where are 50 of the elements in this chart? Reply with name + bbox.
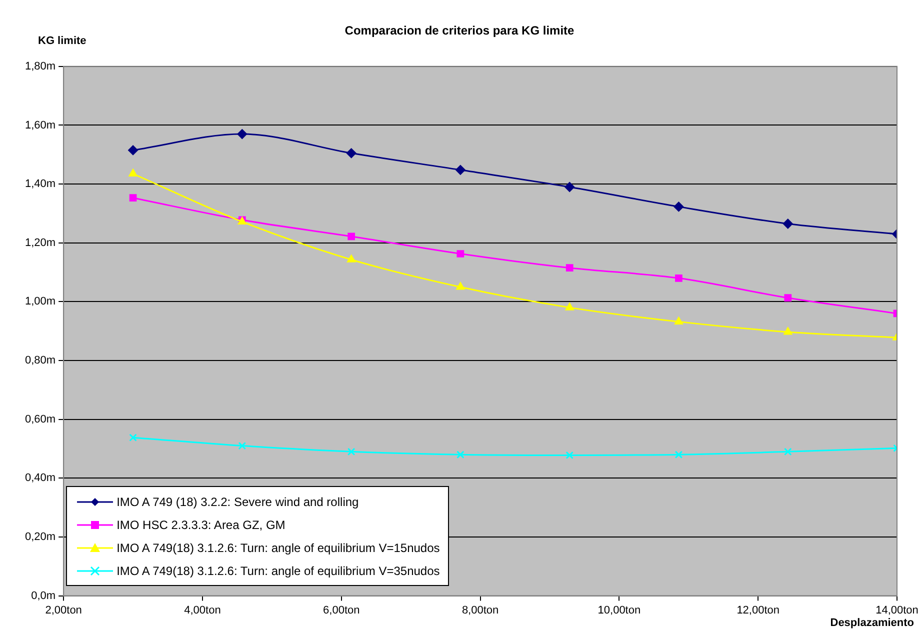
point (675, 274, 682, 282)
point (674, 450, 683, 459)
y-tick-label: 0,60m (24, 413, 56, 426)
legend-label: IMO A 749(18) 3.1.2.6: Turn: angle of equilibrium V=35nudos (116, 564, 440, 578)
point (346, 148, 356, 158)
point (782, 218, 793, 229)
point (456, 282, 465, 290)
y-tick-label: 0,40m (24, 472, 56, 484)
chart-title: Comparacion de criterios para KG limite (344, 24, 575, 38)
legend-label: IMO A 749(18) 3.1.2.6: Turn: angle of equilibrium V=15nudos (116, 541, 440, 556)
point (455, 164, 466, 175)
point (128, 145, 138, 156)
x-axis-title: Desplazamiento (830, 617, 914, 629)
point (346, 254, 356, 262)
y-tick-label: 1,60m (24, 119, 56, 132)
x-tick-label: 8,00ton (462, 604, 499, 616)
point (456, 450, 464, 459)
point (129, 194, 137, 202)
point (674, 202, 684, 212)
x-tick-label: 12,00ton (736, 604, 780, 616)
y-tick-label: 1,20m (24, 236, 56, 249)
y-tick-label: 1,00m (24, 296, 56, 308)
x-tick-label: 4,00ton (184, 604, 221, 616)
y-tick-label: 0,0m (31, 590, 56, 602)
point (237, 129, 248, 140)
x-tick-label: 10,00ton (598, 604, 641, 616)
legend-label: IMO HSC 2.3.3.3: Area GZ, GM (116, 518, 286, 532)
point (565, 302, 574, 310)
point (129, 434, 137, 442)
y-tick-label: 1,80m (24, 60, 56, 72)
point (348, 232, 355, 240)
point (238, 442, 246, 450)
point (784, 294, 792, 302)
x-tick-label: 14,00ton (876, 604, 918, 616)
y-tick-label: 1,40m (24, 178, 56, 190)
point (128, 168, 138, 176)
y-tick-label: 0,80m (24, 354, 56, 367)
y-tick-label: 0,20m (24, 531, 56, 544)
y-axis-title: KG limite (38, 35, 86, 47)
legend-label: IMO A 749 (18) 3.2.2: Severe wind and rolling (116, 495, 359, 510)
point (347, 448, 356, 456)
point (674, 316, 684, 324)
point (566, 451, 574, 460)
x-tick-label: 2,00ton (45, 604, 82, 616)
point (566, 264, 574, 272)
x-tick-label: 6,00ton (323, 604, 360, 616)
point (783, 326, 792, 335)
point (456, 250, 464, 258)
point (564, 182, 575, 192)
point (784, 448, 792, 456)
